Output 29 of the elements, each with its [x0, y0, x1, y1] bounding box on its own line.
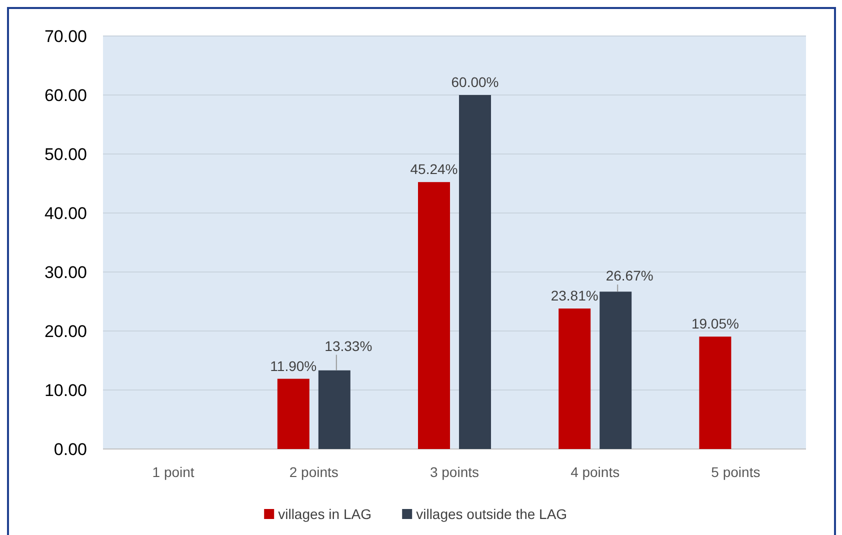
bar — [459, 95, 491, 449]
x-tick-label: 2 points — [289, 464, 338, 480]
bar — [418, 182, 450, 449]
data-label: 19.05% — [691, 316, 739, 332]
bar — [277, 378, 310, 449]
bar — [699, 336, 732, 449]
y-tick-label: 30.00 — [44, 263, 87, 282]
data-label: 60.00% — [451, 74, 499, 90]
bar — [600, 292, 632, 449]
y-tick-label: 40.00 — [44, 204, 87, 223]
data-label: 23.81% — [550, 288, 598, 304]
data-label: 13.33% — [324, 338, 372, 354]
y-tick-label: 20.00 — [44, 322, 87, 341]
x-tick-label: 5 points — [711, 464, 760, 480]
y-tick-label: 70.00 — [44, 27, 87, 46]
legend-label: villages in LAG — [278, 506, 372, 522]
legend-label: villages outside the LAG — [416, 506, 568, 522]
x-tick-label: 1 point — [152, 464, 194, 480]
data-label: 45.24% — [410, 161, 458, 178]
y-tick-label: 0.00 — [54, 440, 87, 459]
bar — [318, 370, 350, 449]
data-label: 11.90% — [270, 358, 317, 374]
x-tick-label: 4 points — [570, 464, 620, 480]
x-tick-label: 3 points — [430, 464, 480, 480]
y-tick-label: 50.00 — [44, 145, 87, 164]
y-tick-label: 60.00 — [44, 86, 87, 105]
bar — [558, 308, 591, 449]
y-tick-label: 10.00 — [44, 381, 87, 400]
data-label: 26.67% — [606, 268, 654, 284]
